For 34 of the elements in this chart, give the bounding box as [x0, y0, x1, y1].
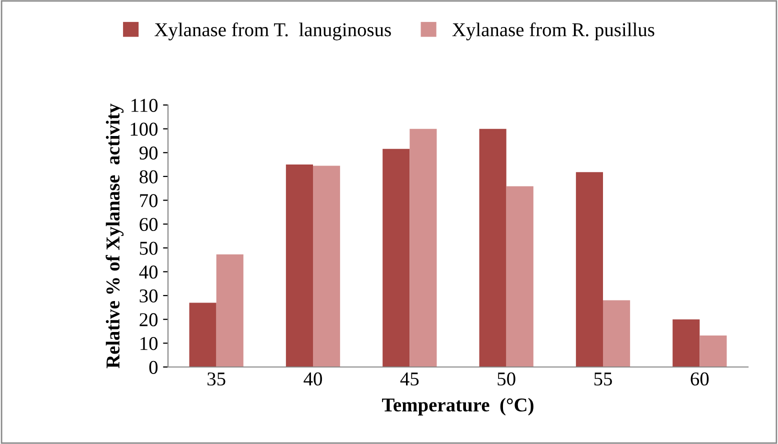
x-tick-label: 45 [400, 372, 419, 386]
x-tick-label: 35 [208, 372, 226, 386]
y-tick-label: 30 [140, 289, 158, 302]
bar [189, 302, 216, 367]
bar [313, 166, 340, 367]
bar [382, 148, 410, 367]
bar [603, 300, 630, 367]
legend-label: Xylanase from T. lanuginosus [154, 22, 391, 40]
x-tick-label: 55 [594, 372, 612, 386]
legend-label: Xylanase from R. pusillus [452, 22, 654, 40]
x-tick-label: 50 [498, 372, 516, 386]
x-tick-label: 40 [304, 372, 322, 386]
y-tick-label: 100 [130, 122, 158, 136]
bar [286, 164, 313, 367]
bar [506, 186, 534, 367]
y-axis-title: Relative % of Xylanase activity [106, 104, 124, 368]
bar [216, 254, 244, 367]
y-tick-label: 60 [140, 218, 158, 232]
y-tick-label: 110 [132, 98, 158, 112]
y-tick-label: 80 [140, 170, 158, 184]
bar [410, 128, 437, 367]
y-tick-label: 10 [140, 337, 158, 350]
y-tick-label: 50 [140, 242, 158, 255]
y-tick-label: 40 [139, 266, 158, 279]
bar [700, 336, 727, 367]
bar [479, 128, 506, 367]
y-tick-label: 0 [149, 360, 158, 374]
x-axis-title: Temperature (°C) [382, 398, 534, 416]
y-tick-label: 70 [140, 194, 158, 208]
y-tick-label: 90 [139, 146, 158, 160]
bar [576, 172, 603, 367]
x-tick-label: 60 [690, 372, 709, 386]
bar [672, 319, 700, 367]
y-tick-label: 20 [140, 313, 158, 326]
